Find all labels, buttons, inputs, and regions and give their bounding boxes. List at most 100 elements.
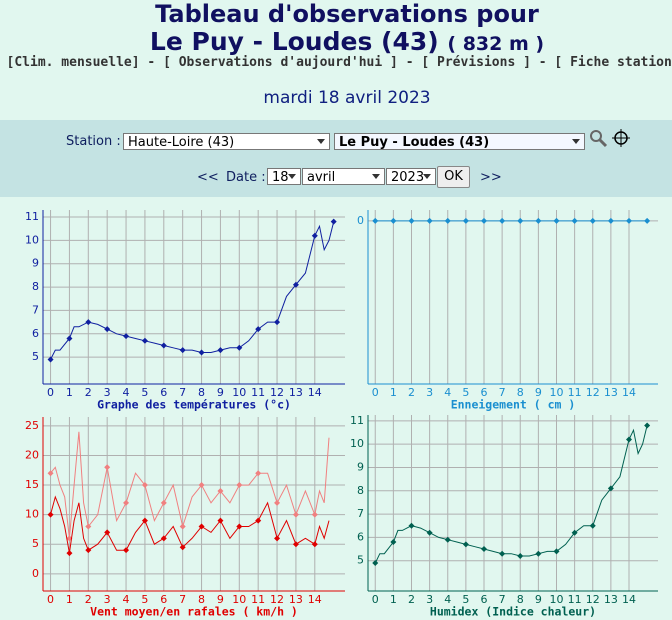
x-tick-label: 4 bbox=[444, 593, 451, 606]
month-select[interactable]: avril bbox=[302, 168, 385, 185]
data-point bbox=[274, 535, 281, 542]
axis-title: Vent moyen/en rafales ( km/h ) bbox=[90, 605, 298, 619]
x-tick-label: 12 bbox=[586, 593, 600, 606]
data-point bbox=[104, 464, 111, 471]
station-name: Le Puy - Loudes (43) bbox=[149, 27, 439, 56]
data-point bbox=[372, 560, 379, 567]
region-select[interactable]: Haute-Loire (43) bbox=[123, 133, 330, 150]
data-point bbox=[535, 217, 542, 224]
x-tick-label: 0 bbox=[47, 593, 54, 606]
data-point bbox=[390, 539, 397, 546]
data-point bbox=[444, 536, 451, 543]
x-tick-label: 13 bbox=[289, 593, 303, 606]
y-tick-label: 5 bbox=[32, 537, 39, 550]
y-tick-label: 0 bbox=[357, 214, 364, 227]
data-point bbox=[426, 217, 433, 224]
data-point bbox=[311, 232, 318, 239]
y-tick-label: 10 bbox=[25, 233, 39, 246]
data-point bbox=[644, 422, 651, 429]
data-point bbox=[390, 217, 397, 224]
data-point bbox=[123, 547, 130, 554]
data-point bbox=[462, 541, 469, 548]
date-label: Date : bbox=[226, 170, 266, 185]
x-tick-label: 7 bbox=[499, 386, 506, 399]
x-tick-label: 7 bbox=[179, 386, 186, 399]
data-point bbox=[66, 550, 73, 557]
station-select[interactable]: Le Puy - Loudes (43) bbox=[334, 133, 585, 150]
data-point bbox=[160, 499, 167, 506]
x-tick-label: 2 bbox=[408, 593, 415, 606]
station-title: Le Puy - Loudes (43) ( 832 m ) bbox=[0, 27, 672, 56]
x-tick-label: 8 bbox=[198, 593, 205, 606]
data-point bbox=[141, 337, 148, 344]
x-tick-label: 3 bbox=[426, 386, 433, 399]
data-point bbox=[589, 522, 596, 529]
data-point bbox=[426, 529, 433, 536]
data-point bbox=[274, 319, 281, 326]
x-tick-label: 1 bbox=[66, 386, 73, 399]
y-tick-label: 6 bbox=[32, 327, 39, 340]
data-line bbox=[374, 425, 648, 564]
data-point bbox=[607, 485, 614, 492]
data-line bbox=[50, 431, 330, 539]
x-tick-label: 9 bbox=[535, 386, 542, 399]
data-point bbox=[517, 553, 524, 560]
data-point bbox=[179, 347, 186, 354]
x-tick-label: 0 bbox=[372, 386, 379, 399]
data-point bbox=[236, 482, 243, 489]
data-point bbox=[236, 344, 243, 351]
x-tick-label: 9 bbox=[217, 386, 224, 399]
data-point bbox=[217, 347, 224, 354]
x-tick-label: 10 bbox=[550, 386, 564, 399]
x-tick-label: 11 bbox=[568, 386, 582, 399]
data-point bbox=[141, 482, 148, 489]
x-tick-label: 10 bbox=[232, 386, 246, 399]
link[interactable]: [ Observations d'aujourd'hui ] bbox=[163, 55, 398, 70]
x-tick-label: 4 bbox=[444, 386, 451, 399]
x-tick-label: 1 bbox=[390, 386, 397, 399]
icons[interactable] bbox=[588, 128, 634, 150]
data-point bbox=[571, 217, 578, 224]
next[interactable]: >> bbox=[480, 170, 502, 185]
date: mardi 18 avril 2023 bbox=[263, 88, 431, 108]
data-point bbox=[481, 546, 487, 553]
y-tick-label: 0 bbox=[32, 567, 39, 580]
axis-title: Humidex (Indice chaleur) bbox=[430, 605, 596, 619]
y-tick-label: 8 bbox=[32, 280, 39, 293]
year-select[interactable]: 2023 bbox=[386, 168, 436, 185]
x-tick-label: 8 bbox=[517, 386, 524, 399]
y-tick-label: 10 bbox=[350, 437, 364, 450]
data-point bbox=[571, 529, 578, 536]
y-tick-label: 8 bbox=[357, 484, 364, 497]
link[interactable]: [Clim. mensuelle] bbox=[6, 55, 140, 70]
data-point bbox=[499, 550, 506, 557]
x-tick-label: 12 bbox=[586, 386, 600, 399]
x-tick-label: 3 bbox=[104, 593, 111, 606]
x-tick-label: 14 bbox=[622, 593, 636, 606]
data-point bbox=[217, 517, 224, 524]
x-tick-label: 8 bbox=[517, 593, 524, 606]
ok-button[interactable]: OK bbox=[437, 166, 470, 188]
x-tick-label: 0 bbox=[47, 386, 54, 399]
x-tick-label: 5 bbox=[141, 386, 148, 399]
data-point bbox=[217, 487, 224, 494]
data-point bbox=[179, 523, 186, 530]
prev[interactable]: << bbox=[197, 170, 219, 185]
x-tick-label: 13 bbox=[604, 593, 618, 606]
x-tick-label: 12 bbox=[270, 593, 284, 606]
data-point bbox=[160, 535, 167, 542]
data-line bbox=[50, 221, 335, 360]
data-point bbox=[607, 217, 614, 224]
data-point bbox=[292, 541, 299, 548]
data-point bbox=[160, 342, 167, 349]
y-tick-label: 25 bbox=[25, 419, 39, 432]
day-select[interactable]: 18 bbox=[267, 168, 301, 185]
data-point bbox=[372, 217, 379, 224]
x-tick-label: 0 bbox=[372, 593, 379, 606]
link[interactable]: [ Prévisions ] bbox=[421, 55, 531, 70]
data-point bbox=[311, 541, 318, 548]
data-point bbox=[517, 217, 524, 224]
data-line bbox=[50, 495, 330, 554]
x-tick-label: 3 bbox=[426, 593, 433, 606]
link[interactable]: [ Fiche station ] bbox=[554, 55, 672, 70]
